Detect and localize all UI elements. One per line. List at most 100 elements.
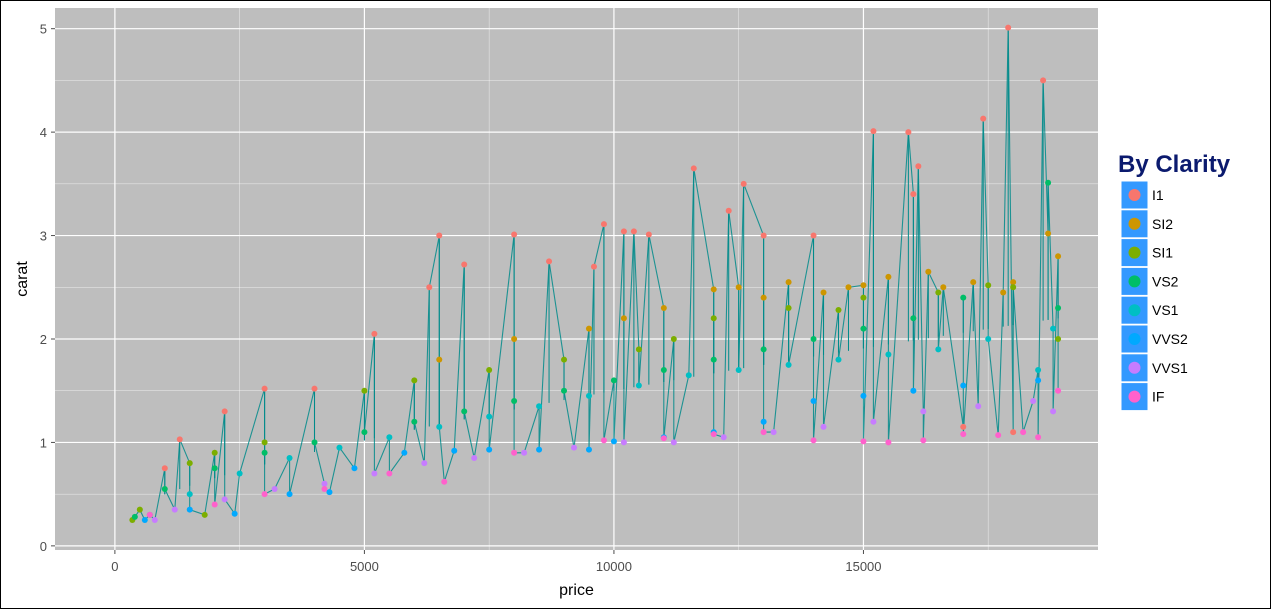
point-si2 [970,279,977,286]
point-si2 [585,325,592,332]
point-vs1 [336,444,343,451]
point-vvs2 [451,447,458,454]
point-i1 [760,232,767,239]
data-points [129,24,1062,524]
legend-key-i1 [1128,189,1141,201]
point-vvs2 [401,449,408,456]
point-vs1 [785,361,792,368]
point-vs1 [386,434,393,441]
point-if [810,437,817,444]
point-vvs1 [421,460,428,467]
point-si2 [660,304,667,311]
point-vs2 [131,513,138,520]
point-si2 [620,315,627,322]
point-i1 [436,232,443,239]
point-vs2 [660,367,667,374]
point-i1 [870,128,877,135]
point-vvs1 [975,403,982,410]
point-si2 [511,335,518,342]
point-si1 [211,449,218,456]
point-vvs1 [221,496,228,503]
point-if [386,470,393,477]
point-vvs2 [326,489,333,496]
point-vvs2 [486,446,493,453]
y-tick-label: 3 [40,229,47,244]
plot-panel [55,8,1098,550]
legend-key-if [1128,390,1141,403]
point-vs2 [860,325,867,332]
point-si1 [186,460,193,467]
point-vvs1 [820,423,827,430]
major-gridlines [55,8,1098,550]
point-vvs2 [286,491,293,498]
point-vs1 [985,335,992,342]
point-si1 [985,282,992,289]
point-i1 [810,232,817,239]
point-i1 [426,284,433,291]
point-vvs2 [186,506,193,513]
point-vs1 [585,392,592,399]
point-vvs1 [271,485,278,492]
y-tick-label: 1 [40,435,47,450]
point-i1 [461,261,468,268]
legend-key-si1 [1128,246,1141,259]
point-i1 [176,436,183,443]
point-vs2 [561,387,568,394]
point-if [710,431,717,438]
point-vs2 [461,408,468,415]
point-vvs1 [571,444,578,451]
point-si1 [201,511,208,518]
point-vvs2 [860,392,867,399]
point-i1 [960,423,967,430]
y-tick-label: 5 [40,22,47,37]
point-if [321,485,328,492]
point-si1 [561,356,568,363]
point-si1 [835,307,842,314]
point-vs1 [436,423,443,430]
point-i1 [905,129,912,136]
point-vs1 [635,382,642,389]
point-si1 [261,439,268,446]
point-i1 [371,330,378,337]
y-tick-label: 2 [40,332,47,347]
point-if [146,511,153,518]
point-i1 [725,207,732,214]
point-vvs2 [1035,377,1042,384]
legend-label-si2: SI2 [1152,216,1173,232]
point-if [1035,434,1042,441]
point-vs1 [286,454,293,461]
point-vvs1 [151,517,158,524]
point-vvs2 [536,446,543,453]
point-vvs2 [585,446,592,453]
point-i1 [630,228,637,235]
point-i1 [221,408,228,415]
point-vs2 [960,294,967,301]
point-i1 [910,191,917,198]
point-si2 [845,284,852,291]
x-tick-label: 10000 [596,559,632,574]
point-i1 [980,115,987,122]
point-if [600,437,607,444]
point-vvs1 [870,418,877,425]
point-si2 [1010,279,1017,286]
point-vvs1 [471,454,478,461]
point-if [860,438,867,445]
point-vvs1 [920,408,927,415]
point-si2 [940,284,947,291]
point-if [1055,387,1062,394]
point-si2 [1045,230,1052,237]
point-si1 [710,315,717,322]
point-vs2 [1045,179,1052,186]
point-vvs2 [610,438,617,445]
legend-key-si2 [1128,217,1141,230]
legend-key-vs2 [1128,275,1141,288]
point-i1 [511,231,518,238]
legend-label-i1: I1 [1152,187,1164,203]
point-si1 [1010,284,1017,291]
point-if [920,437,927,444]
point-vvs2 [141,517,148,524]
x-axis-title: price [559,582,594,599]
x-axis: 0 5000 10000 15000 [111,550,882,574]
legend-label-if: IF [1152,389,1164,405]
point-vs1 [186,491,193,498]
